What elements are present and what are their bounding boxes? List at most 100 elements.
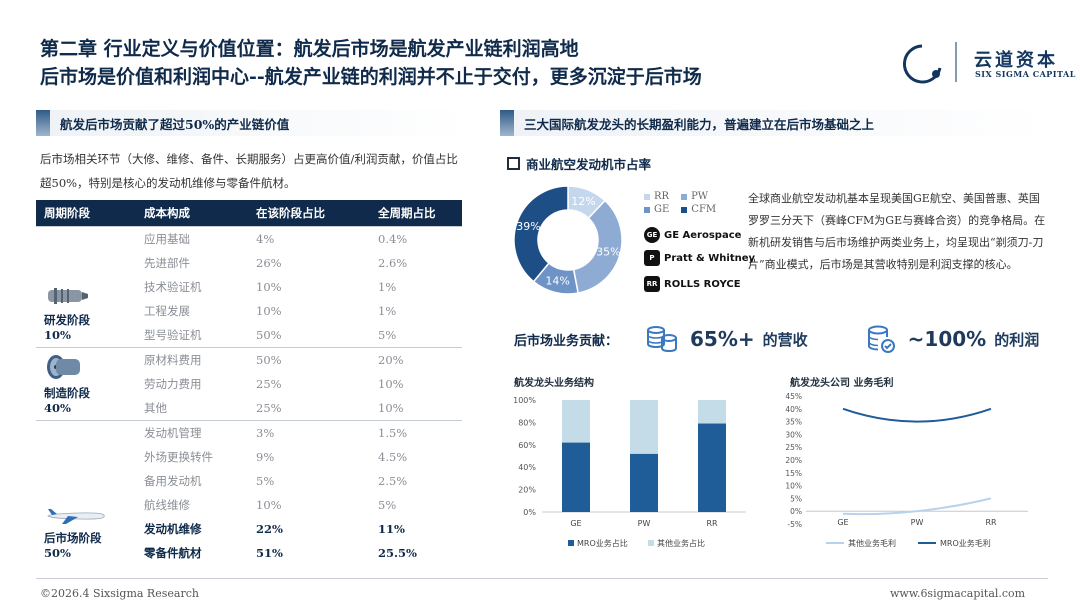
lifecycle-share-cell: 5% [378, 328, 397, 342]
table-header-row: 周期阶段 成本构成 在该阶段占比 全周期占比 [36, 200, 462, 227]
left-intro-text: 后市场相关环节（大修、维修、备件、长期服务）占更高价值/利润贡献，价值占比超50… [40, 152, 458, 190]
legend-swatch [648, 540, 654, 546]
donut-legend: RR PW GE CFM [644, 190, 716, 216]
cost-item-cell: 工程发展 [144, 304, 190, 318]
business-structure-bar-chart: 0% 20% 40% 60% 80% 100% GE PW RR MRO业务占比 其他业务占比 [513, 396, 746, 548]
logo-mark-icon [902, 42, 957, 84]
stage-pct: 50% [44, 546, 71, 560]
lifecycle-share-cell: 2.5% [378, 474, 408, 488]
y-tick-label: 15% [785, 469, 802, 478]
lifecycle-share-cell: 10% [378, 401, 404, 415]
donut-value-label: 12% [571, 195, 595, 208]
y-tick-label: 0% [790, 507, 802, 516]
cost-item-cell: 原材料费用 [136, 347, 248, 372]
legend-swatch [681, 206, 688, 213]
stage-name: 研发阶段 [44, 313, 90, 327]
cost-item-cell: 应用基础 [136, 226, 248, 251]
lifecycle-share-cell: 4.5% [378, 450, 408, 464]
left-section-title: 航发后市场贡献了超过50%的产业链价值 [60, 116, 290, 132]
donut-slice-pw [572, 199, 623, 294]
lifecycle-share-cell: 11% [378, 522, 405, 536]
legend-label: MRO业务占比 [577, 538, 628, 548]
stage-share-cell: 50% [256, 328, 282, 342]
table-row: 零备件航材 51% 25.5% [36, 541, 462, 565]
lifecycle-share-cell: 2.6% [378, 256, 408, 270]
table-row: 其他 25% 10% [36, 396, 462, 421]
square-bullet-icon [507, 157, 520, 170]
legend-label: CFM [691, 204, 717, 215]
footer-website-link[interactable]: www.6sigmacapital.com [890, 587, 1026, 600]
table-header-cell: 成本构成 [136, 200, 248, 227]
y-tick-label: 20% [785, 456, 802, 465]
rr-monogram-icon: RR [644, 276, 660, 292]
cost-item-cell: 零备件航材 [144, 546, 202, 560]
right-section-header: 三大国际航发龙头的长期盈利能力，普遍建立在后市场基础之上 [500, 110, 1048, 136]
stage-pct: 40% [44, 401, 71, 415]
legend-item: RR [644, 190, 669, 203]
stage-name: 制造阶段 [44, 386, 90, 400]
market-share-title: 商业航空发动机市占率 [507, 154, 651, 173]
table-row: 外场更换转件 9% 4.5% [36, 445, 462, 469]
donut-slice-cfm [513, 185, 569, 283]
lifecycle-share-cell: 5% [378, 498, 397, 512]
pratt-whitney-logo: P Pratt & Whitney [644, 249, 755, 267]
engine-cutaway-icon [48, 288, 88, 304]
y-tick-label: 45% [785, 392, 802, 401]
stage-share-cell: 22% [256, 522, 283, 536]
bar-segment-ge-0 [562, 442, 590, 512]
aftermarket-contribution-banner: 后市场业务贡献： 65%+ 的营收 ~100% 的利润 [514, 322, 1054, 356]
table-row: 制造阶段 40% 原材料费用 50% 20% [36, 347, 462, 421]
lifecycle-share-cell: 1% [378, 280, 397, 294]
contribution-label: 后市场业务贡献： [514, 333, 619, 349]
legend-swatch [644, 193, 650, 200]
legend-swatch [681, 193, 688, 200]
left-section-header: 航发后市场贡献了超过50%的产业链价值 [36, 110, 466, 136]
table-header-cell: 全周期占比 [370, 200, 462, 227]
legend-label: MRO业务毛利 [940, 538, 991, 548]
y-tick-label: 60% [518, 441, 536, 450]
stage-share-cell: 50% [248, 347, 370, 372]
footer-copyright: ©2026.4 Sixsigma Research [40, 587, 199, 600]
airliner-icon [47, 509, 105, 524]
bar-segment-pw-1 [630, 400, 658, 454]
lifecycle-share-cell: 20% [370, 347, 462, 372]
legend-label: PW [691, 191, 709, 202]
y-tick-label: 0% [523, 508, 536, 517]
legend-item: CFM [681, 203, 716, 216]
x-tick-label: GE [837, 518, 848, 527]
page-subtitle: 后市场是价值和利润中心--航发产业链的利润并不止于交付，更多沉淀于后市场 [40, 66, 702, 88]
table-row: 工程发展 10% 1% [36, 299, 462, 323]
stage-share-cell: 25% [256, 377, 282, 391]
cost-item-cell: 发动机管理 [136, 420, 248, 445]
table-row: 发动机维修 22% 11% [36, 517, 462, 541]
y-tick-label: 5% [790, 494, 802, 503]
legend-label: 其他业务毛利 [848, 538, 896, 548]
revenue-label: 的营收 [762, 330, 808, 349]
lifecycle-share-cell: 1.5% [370, 420, 462, 445]
section-marker [36, 110, 50, 136]
table-row: 备用发动机 5% 2.5% [36, 469, 462, 493]
y-tick-label: 30% [785, 430, 802, 439]
logo-subtext: SIX SIGMA CAPITAL [975, 69, 1076, 79]
gross-margin-chart-title: 航发龙头公司 业务毛利 [790, 378, 894, 389]
bar-segment-pw-0 [630, 453, 658, 512]
x-tick-label: GE [570, 519, 581, 528]
cost-item-cell: 劳动力费用 [144, 377, 202, 391]
stage-share-cell: 5% [256, 474, 275, 488]
y-tick-label: 25% [785, 443, 802, 452]
bar-segment-rr-1 [698, 400, 726, 424]
table-row: 型号验证机 50% 5% [36, 323, 462, 348]
table-row: 后市场阶段 50% 发动机管理 3% 1.5% [36, 420, 462, 565]
table-row: 劳动力费用 25% 10% [36, 372, 462, 396]
table-row: 先进部件 26% 2.6% [36, 251, 462, 275]
y-tick-label: 40% [785, 405, 802, 414]
stage-share-cell: 3% [248, 420, 370, 445]
profit-label: 的利润 [994, 330, 1040, 349]
right-section-title: 三大国际航发龙头的长期盈利能力，普遍建立在后市场基础之上 [524, 116, 875, 132]
brand-name: Pratt & Whitney [664, 252, 756, 264]
series-line-0 [842, 497, 992, 516]
legend-swatch [644, 206, 650, 213]
cost-item-cell: 技术验证机 [144, 280, 202, 294]
x-tick-label: RR [985, 518, 997, 527]
stage-share-cell: 10% [256, 280, 282, 294]
